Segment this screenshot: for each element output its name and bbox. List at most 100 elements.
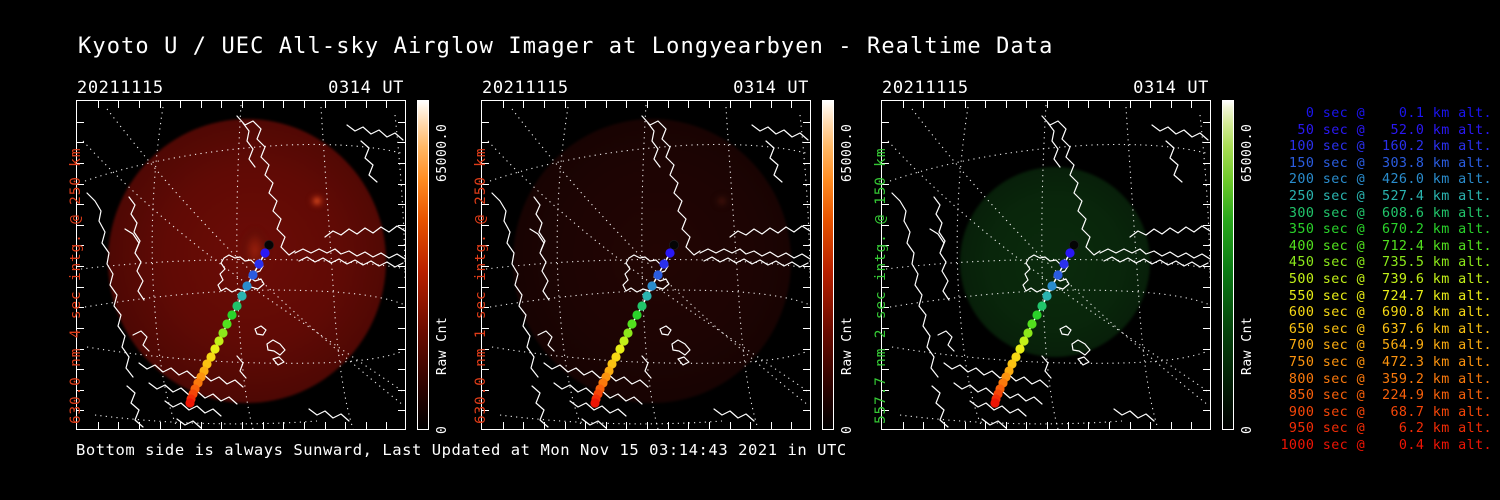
trajectory-point (1015, 344, 1025, 354)
trajectory-point (627, 319, 637, 329)
panel-axis-label-1: 630.0 nm 4 sec intg. @ 250 km (68, 147, 84, 424)
panel-frame-3 (881, 100, 1211, 430)
legend-row: 200 sec @ 426.0 km alt. (1280, 172, 1492, 188)
allsky-panel-1: 20211115 0314 UT (76, 78, 406, 430)
panel-axis-label-2: 630.0 nm 1 sec intg. @ 250 km (473, 147, 489, 424)
panel-frame-1 (76, 100, 406, 430)
panel-header-1: 20211115 0314 UT (76, 78, 406, 98)
coastline-map (891, 115, 1210, 429)
trajectory-point (607, 359, 617, 369)
trajectory-point (632, 310, 642, 320)
legend-row: 850 sec @ 224.9 km alt. (1280, 388, 1492, 404)
trajectory-point (206, 352, 216, 362)
panel-time: 0314 UT (733, 78, 809, 98)
trajectory-point (669, 240, 679, 250)
geographic-grid (485, 104, 810, 429)
colorbar-min-label: 0 (1240, 425, 1255, 434)
trajectory-point (1019, 336, 1029, 346)
trajectory-point (637, 301, 647, 311)
trajectory-point (1037, 301, 1047, 311)
panel-axis-label-3: 557.7 nm 2 sec intg. @ 150 km (873, 147, 889, 424)
trajectory-point (254, 259, 264, 269)
rocket-trajectory (990, 240, 1079, 408)
panel-frame-2 (481, 100, 811, 430)
star-glint (309, 194, 325, 208)
trajectory-point (1059, 259, 1069, 269)
allsky-panel-2: 20211115 0314 UT (481, 78, 811, 430)
colorbar-max-label: 65000.0 (435, 123, 450, 182)
coastline-map (86, 115, 405, 429)
trajectory-point (227, 310, 237, 320)
trajectory-point (615, 344, 625, 354)
colorbar-gradient (822, 100, 834, 430)
colorbar-unit-label: Raw Cnt (1240, 316, 1255, 375)
trajectory-point (619, 336, 629, 346)
star-glint (714, 194, 730, 208)
legend-row: 500 sec @ 739.6 km alt. (1280, 271, 1492, 287)
panel-date: 20211115 (77, 78, 164, 98)
panel-header-3: 20211115 0314 UT (881, 78, 1211, 98)
trajectory-point (665, 248, 675, 258)
trajectory-point (1023, 328, 1033, 338)
legend-row: 50 sec @ 52.0 km alt. (1280, 122, 1492, 138)
trajectory-point (590, 398, 600, 408)
trajectory-altitude-legend: 0 sec @ 0.1 km alt. 50 sec @ 52.0 km alt… (1258, 106, 1496, 454)
footer-status-text: Bottom side is always Sunward, Last Upda… (76, 441, 847, 459)
legend-row: 350 sec @ 670.2 km alt. (1280, 222, 1492, 238)
trajectory-point (214, 336, 224, 346)
trajectory-point (248, 270, 258, 280)
trajectory-point (232, 301, 242, 311)
trajectory-point (642, 291, 652, 301)
airglow-disk (960, 167, 1150, 357)
trajectory-point (659, 259, 669, 269)
trajectory-point (222, 319, 232, 329)
trajectory-point (242, 281, 252, 291)
trajectory-point (1069, 240, 1079, 250)
trajectory-point (210, 344, 220, 354)
panel-header-2: 20211115 0314 UT (481, 78, 811, 98)
legend-row: 300 sec @ 608.6 km alt. (1280, 205, 1492, 221)
legend-row: 800 sec @ 359.2 km alt. (1280, 371, 1492, 387)
trajectory-point (260, 248, 270, 258)
trajectory-point (1065, 248, 1075, 258)
geographic-grid (80, 104, 405, 429)
legend-row: 0 sec @ 0.1 km alt. (1280, 106, 1492, 121)
legend-row: 1000 sec @ 0.4 km alt. (1280, 437, 1492, 453)
trajectory-point (1027, 319, 1037, 329)
trajectory-point (1007, 359, 1017, 369)
panel-date: 20211115 (482, 78, 569, 98)
trajectory-point (1032, 310, 1042, 320)
trajectory-point (611, 352, 621, 362)
legend-row: 900 sec @ 68.7 km alt. (1280, 404, 1492, 420)
legend-row: 250 sec @ 527.4 km alt. (1280, 188, 1492, 204)
panel-date: 20211115 (882, 78, 969, 98)
trajectory-point (1011, 352, 1021, 362)
trajectory-point (1053, 270, 1063, 280)
legend-row: 750 sec @ 472.3 km alt. (1280, 354, 1492, 370)
trajectory-point (1047, 281, 1057, 291)
trajectory-point (202, 359, 212, 369)
colorbar-unit-label: Raw Cnt (840, 316, 855, 375)
coastline-map (491, 115, 810, 429)
geographic-grid (885, 104, 1210, 429)
legend-row: 950 sec @ 6.2 km alt. (1280, 421, 1492, 437)
trajectory-point (647, 281, 657, 291)
trajectory-point (623, 328, 633, 338)
colorbar-max-label: 65000.0 (1240, 123, 1255, 182)
legend-row: 650 sec @ 637.6 km alt. (1280, 321, 1492, 337)
legend-row: 400 sec @ 712.4 km alt. (1280, 238, 1492, 254)
trajectory-point (264, 240, 274, 250)
legend-row: 550 sec @ 724.7 km alt. (1280, 288, 1492, 304)
trajectory-point (653, 270, 663, 280)
trajectory-point (1042, 291, 1052, 301)
rocket-trajectory (185, 240, 274, 408)
trajectory-point (990, 398, 1000, 408)
legend-row: 450 sec @ 735.5 km alt. (1280, 255, 1492, 271)
panel-time: 0314 UT (328, 78, 404, 98)
legend-row: 600 sec @ 690.8 km alt. (1280, 305, 1492, 321)
trajectory-point (218, 328, 228, 338)
rocket-trajectory (590, 240, 679, 408)
legend-row: 700 sec @ 564.9 km alt. (1280, 338, 1492, 354)
colorbar-unit-label: Raw Cnt (435, 316, 450, 375)
